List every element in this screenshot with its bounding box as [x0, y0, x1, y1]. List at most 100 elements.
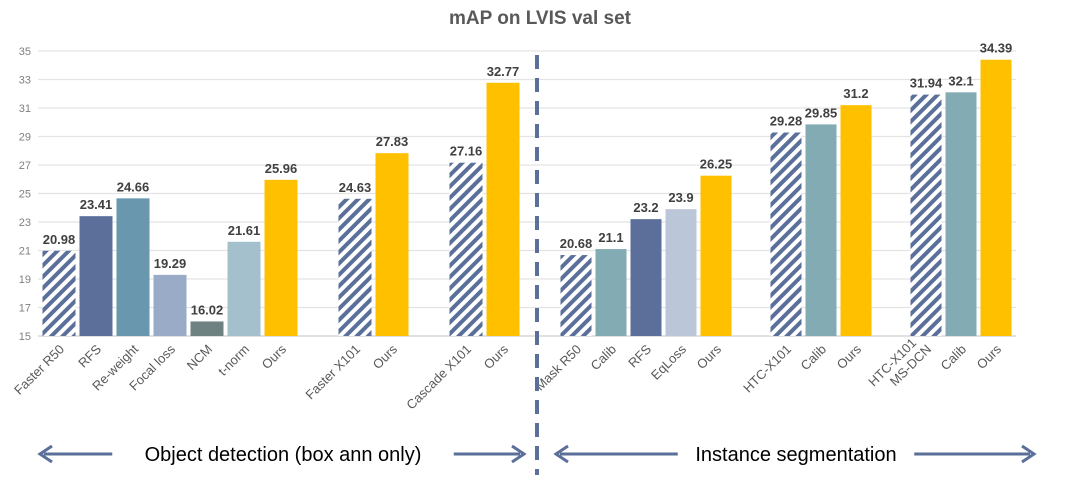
- data-label: 21.1: [598, 230, 623, 245]
- data-label: 34.39: [980, 41, 1013, 56]
- y-tick-label: 15: [19, 331, 31, 343]
- x-tick-label: Calib: [798, 342, 830, 374]
- data-label: 19.29: [154, 256, 187, 271]
- data-label: 27.16: [450, 144, 483, 159]
- x-tick-label: Faster X101: [302, 342, 363, 403]
- bar: [560, 255, 592, 336]
- data-label: 16.02: [191, 302, 224, 317]
- data-label: 29.85: [805, 105, 838, 120]
- x-tick-label: Ours: [694, 341, 725, 372]
- y-tick-label: 35: [19, 46, 31, 58]
- y-tick-label: 29: [19, 132, 31, 144]
- bar: [665, 209, 697, 336]
- bar: [945, 92, 977, 336]
- bar: [153, 274, 187, 336]
- arrow-head-right: [511, 444, 527, 464]
- y-tick-label: 27: [19, 160, 31, 172]
- section-label-bg: [677, 440, 915, 468]
- data-label: 24.63: [339, 180, 372, 195]
- x-tick-label: Calib: [938, 342, 970, 374]
- x-tick-label: Faster R50: [11, 342, 67, 398]
- data-label: 23.41: [80, 197, 113, 212]
- x-tick-label-line: Calib: [798, 342, 830, 374]
- x-tick-label-line: Mask R50: [532, 342, 584, 394]
- y-tick-label: 25: [19, 189, 31, 201]
- bar: [227, 241, 261, 336]
- x-tick-label: Mask R50: [532, 342, 584, 394]
- bar: [840, 105, 872, 337]
- y-tick-label: 23: [19, 217, 31, 229]
- x-tick-label: Ours: [370, 341, 401, 372]
- x-tick-label: Calib: [588, 342, 620, 374]
- bar: [770, 132, 802, 336]
- bar: [375, 153, 409, 336]
- x-tick-label-line: Ours: [974, 341, 1005, 372]
- x-tick-label: Cascade X101: [403, 342, 474, 413]
- x-tick-label-line: Ours: [370, 341, 401, 372]
- x-tick-label: Ours: [834, 341, 865, 372]
- bar: [700, 175, 732, 336]
- x-tick-label-line: Faster R50: [11, 342, 67, 398]
- x-tick-label: NCM: [184, 342, 216, 374]
- data-label: 24.66: [117, 179, 150, 194]
- x-tick-label-line: Ours: [834, 341, 865, 372]
- bar: [42, 250, 76, 336]
- bar: [486, 82, 520, 336]
- data-label: 20.68: [560, 236, 593, 251]
- bar: [980, 59, 1012, 336]
- x-tick-label-line: EqLoss: [648, 341, 690, 383]
- x-tick-label-line: HTC-X101: [740, 342, 794, 396]
- x-tick-label: HTC-X101: [740, 342, 794, 396]
- x-tick-label: Ours: [259, 341, 290, 372]
- bar: [116, 198, 150, 336]
- x-tick-label: RFS: [625, 341, 654, 370]
- bar: [79, 216, 113, 336]
- chart-title: mAP on LVIS val set: [449, 8, 632, 29]
- data-label: 26.25: [700, 157, 733, 172]
- bar: [805, 124, 837, 336]
- data-label: 32.1: [948, 73, 973, 88]
- bar: [595, 249, 627, 336]
- arrow-head-left: [37, 444, 53, 464]
- x-tick-label-line: Calib: [938, 342, 970, 374]
- x-tick-label-line: NCM: [184, 342, 216, 374]
- x-tick-label: Ours: [974, 341, 1005, 372]
- x-tick-label: Ours: [481, 341, 512, 372]
- section-label-bg: [112, 440, 454, 468]
- x-tick-label-line: Cascade X101: [403, 342, 474, 413]
- x-tick-label-line: Ours: [259, 341, 290, 372]
- bar: [264, 179, 298, 336]
- data-label: 31.94: [910, 76, 943, 91]
- y-tick-label: 17: [19, 303, 31, 315]
- x-tick-label-line: Ours: [481, 341, 512, 372]
- bar: [630, 219, 662, 336]
- y-tick-label: 31: [19, 103, 31, 115]
- y-tick-label: 33: [19, 75, 31, 87]
- bar: [910, 94, 942, 336]
- data-label: 32.77: [487, 64, 520, 79]
- y-tick-label: 19: [19, 274, 31, 286]
- data-label: 23.2: [633, 200, 658, 215]
- x-tick-label-line: Ours: [694, 341, 725, 372]
- x-tick-label-line: t-norm: [215, 342, 252, 379]
- x-tick-label-line: Faster X101: [302, 342, 363, 403]
- bar: [338, 198, 372, 336]
- x-tick-label-line: Calib: [588, 342, 620, 374]
- data-label: 31.2: [843, 86, 868, 101]
- data-label: 23.9: [668, 190, 693, 205]
- data-label: 29.28: [770, 114, 803, 129]
- data-label: 25.96: [265, 161, 298, 176]
- x-tick-label-line: RFS: [75, 341, 104, 370]
- data-label: 21.61: [228, 223, 261, 238]
- x-tick-label: t-norm: [215, 342, 252, 379]
- x-tick-label: RFS: [75, 341, 104, 370]
- x-tick-label: EqLoss: [648, 341, 690, 383]
- bar: [449, 162, 483, 336]
- x-tick-label-line: RFS: [625, 341, 654, 370]
- data-label: 20.98: [43, 232, 76, 247]
- arrow-head-right: [1021, 444, 1037, 464]
- bar: [190, 321, 224, 336]
- data-label: 27.83: [376, 134, 409, 149]
- x-tick-label: HTC-X101MS-DCN: [865, 331, 934, 400]
